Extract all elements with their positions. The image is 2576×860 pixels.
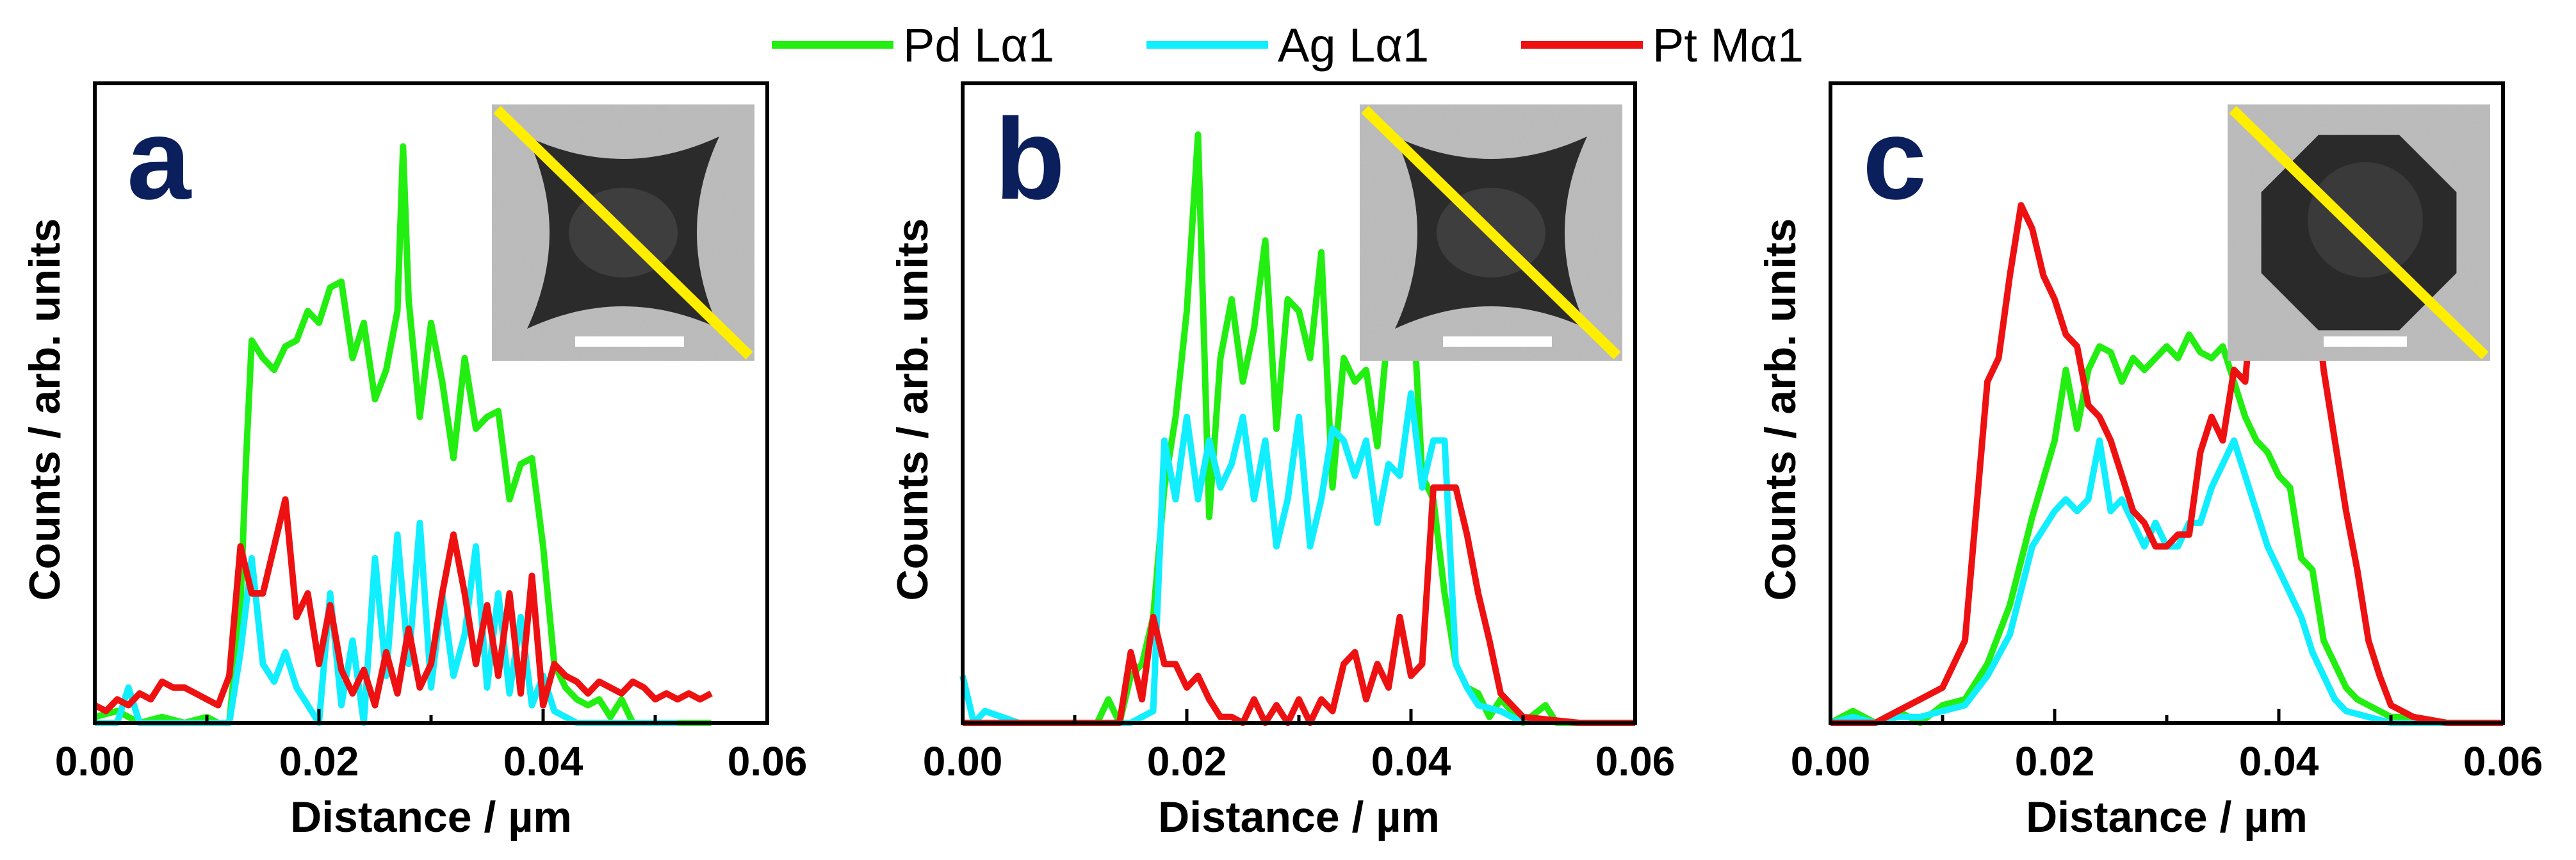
- x-tick-label: 0.04: [503, 738, 583, 784]
- panel-label: a: [127, 95, 192, 224]
- series-line-pd: [94, 143, 712, 726]
- x-axis-label: Distance / µm: [1158, 793, 1440, 841]
- panel-label: b: [995, 95, 1065, 224]
- y-axis-label: Counts / arb. units: [20, 219, 69, 601]
- panel-label: c: [1863, 95, 1927, 224]
- series-line-ag: [959, 390, 1525, 726]
- series-line-ag: [1829, 437, 2503, 726]
- x-tick-label: 0.04: [2239, 738, 2319, 784]
- x-tick-label: 0.00: [55, 738, 135, 784]
- x-tick-label: 0.00: [1791, 738, 1871, 784]
- scale-bar: [575, 336, 684, 347]
- inset-tem-image: [2228, 104, 2490, 361]
- scale-bar: [1443, 336, 1552, 347]
- line-scan-path: [1361, 106, 1621, 360]
- line-scan-path: [2229, 106, 2489, 360]
- line-scan-path: [493, 106, 753, 360]
- y-axis-label: Counts / arb. units: [888, 219, 937, 601]
- series-line-pd: [1829, 331, 2503, 726]
- legend-item: Pd Lα1: [772, 19, 1054, 72]
- series-line-pt: [1830, 131, 2503, 726]
- chart-panel-c: 0.00 0.02 0.04 0.06 Distance / µm Counts / ar…: [1756, 81, 2543, 841]
- series-line-pt: [93, 496, 713, 715]
- legend-item: Ag Lα1: [1146, 19, 1429, 72]
- legend-label: Pd Lα1: [903, 19, 1054, 72]
- x-tick-label: 0.06: [2463, 738, 2543, 784]
- x-tick-label: 0.06: [1595, 738, 1675, 784]
- x-tick-label: 0.04: [1371, 738, 1451, 784]
- chart-panel-b: 0.00 0.02 0.04 0.06 Distance / µm Counts / ar…: [888, 81, 1675, 841]
- x-axis-label: Distance / µm: [290, 793, 572, 841]
- panels: 0.00 0.02 0.04 0.06 Distance / µm Counts / ar…: [20, 81, 2543, 841]
- x-tick-label: 0.02: [279, 738, 359, 784]
- scale-bar: [2324, 336, 2407, 347]
- chart-panel-a: 0.00 0.02 0.04 0.06 Distance / µm Counts / ar…: [20, 81, 808, 841]
- legend-label: Pt Mα1: [1652, 19, 1804, 72]
- legend: Pd Lα1 Ag Lα1 Pt Mα1: [772, 19, 1804, 72]
- x-axis-label: Distance / µm: [2026, 793, 2308, 841]
- x-tick-label: 0.02: [2015, 738, 2095, 784]
- inset-tem-image: [492, 104, 754, 361]
- x-tick-label: 0.02: [1147, 738, 1227, 784]
- legend-label: Ag Lα1: [1278, 19, 1429, 72]
- series-line-ag: [95, 519, 678, 726]
- x-tick-label: 0.06: [728, 738, 808, 784]
- legend-item: Pt Mα1: [1521, 19, 1804, 72]
- series-line-pt: [963, 484, 1635, 726]
- inset-tem-image: [1360, 104, 1622, 361]
- x-tick-label: 0.00: [923, 738, 1003, 784]
- y-axis-label: Counts / arb. units: [1756, 219, 1805, 601]
